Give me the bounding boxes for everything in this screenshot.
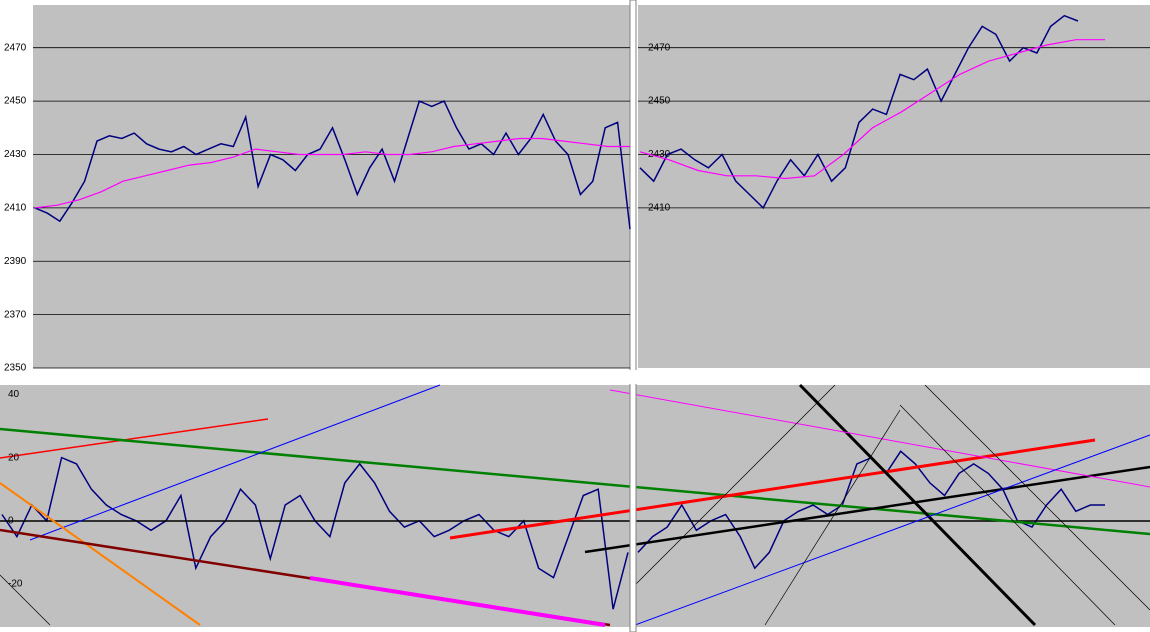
series-line (639, 39, 1105, 180)
trend-line (584, 465, 1150, 554)
trend-line (924, 384, 1150, 611)
trend-line (609, 389, 1150, 488)
trend-line (0, 574, 51, 626)
series-line (34, 137, 630, 209)
y-tick-label: 2370 (4, 309, 27, 320)
trend-line (29, 384, 441, 541)
trend-line (798, 383, 1037, 627)
y-tick-label: 2350 (4, 363, 27, 374)
trend-line (899, 404, 1116, 626)
panel (0, 385, 630, 627)
y-tick-label: 2470 (648, 42, 671, 53)
panel (33, 5, 630, 368)
y-tick-label: -20 (8, 579, 23, 590)
y-tick-label: 2450 (648, 96, 671, 107)
y-tick-label: 2390 (4, 256, 27, 267)
trend-lines (0, 383, 1150, 627)
y-tick-label: 20 (8, 452, 20, 463)
y-tick-label: 2410 (4, 202, 27, 213)
x-axis-strip (0, 370, 1150, 384)
y-tick-label: 2430 (4, 149, 27, 160)
trend-line (634, 434, 1150, 626)
trend-line (764, 409, 901, 626)
splitter[interactable] (629, 0, 637, 632)
trend-line (309, 576, 606, 627)
series-line (639, 14, 1079, 210)
y-tick-label: 2430 (648, 149, 671, 160)
y-tick-label: 0 (8, 515, 14, 526)
trend-line (629, 384, 836, 591)
y-tick-label: 2450 (4, 96, 27, 107)
y-tick-label: 40 (8, 389, 20, 400)
y-tick-label: 2410 (648, 202, 671, 213)
trend-line (0, 418, 269, 459)
trend-line (0, 427, 1150, 536)
trend-line (449, 438, 1096, 540)
y-tick-label: 2470 (4, 42, 27, 53)
panel (638, 5, 1150, 368)
trend-line (0, 482, 201, 626)
